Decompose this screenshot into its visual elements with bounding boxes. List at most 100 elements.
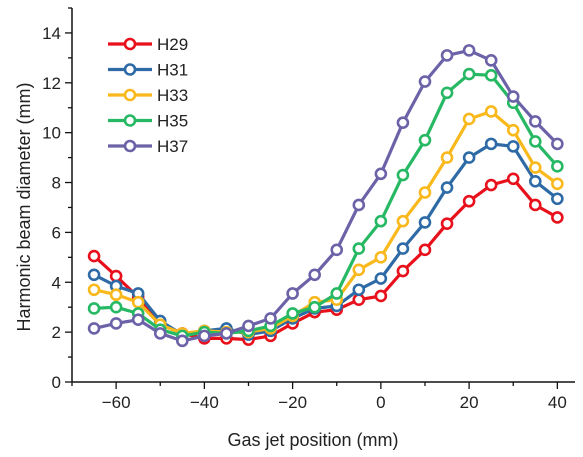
data-point-h37 xyxy=(418,75,432,88)
data-point-h29 xyxy=(528,198,542,212)
data-point-h29 xyxy=(551,211,564,224)
legend-label-h31: H31 xyxy=(157,61,188,80)
data-point-h37 xyxy=(87,322,101,335)
y-axis-title: Harmonic beam diameter (mm) xyxy=(14,82,34,331)
data-point-h35 xyxy=(418,133,432,147)
y-tick-label: 8 xyxy=(52,174,61,193)
x-tick-label: −40 xyxy=(190,393,219,412)
data-point-h37 xyxy=(506,90,520,103)
data-point-h37 xyxy=(374,167,388,181)
data-point-h31 xyxy=(87,268,101,282)
legend-label-h33: H33 xyxy=(157,86,188,105)
axes: −60 −40 −20 0 20 40 0 2 4 6 8 10 12 14 xyxy=(42,7,575,412)
data-point-h33 xyxy=(528,161,542,174)
data-point-h31 xyxy=(440,181,454,194)
data-point-h37 xyxy=(440,49,454,62)
data-point-h37 xyxy=(198,329,211,343)
data-point-h29 xyxy=(462,194,476,208)
data-point-h37 xyxy=(352,198,366,212)
data-point-h31 xyxy=(506,140,520,153)
data-point-h33 xyxy=(551,177,564,191)
series-line-h29 xyxy=(93,177,559,342)
data-point-h37 xyxy=(330,243,344,257)
x-axis-title: Gas jet position (mm) xyxy=(227,430,398,450)
data-point-h29 xyxy=(506,172,520,186)
series-line-h35 xyxy=(94,72,559,338)
legend-item-h29: H29 xyxy=(108,35,188,54)
data-point-h37 xyxy=(220,327,233,340)
data-point-h35 xyxy=(551,160,564,173)
data-point-h35 xyxy=(440,86,454,100)
legend-item-h31: H31 xyxy=(108,61,188,80)
data-point-h29 xyxy=(418,243,432,257)
data-point-h33 xyxy=(352,263,366,277)
data-point-h31 xyxy=(484,137,498,151)
y-tick-label: 4 xyxy=(52,273,61,292)
data-point-h29 xyxy=(109,269,123,283)
data-point-h37 xyxy=(551,137,564,151)
legend-swatch-marker xyxy=(123,37,137,51)
data-point-h37 xyxy=(286,287,299,300)
x-tick-label: 40 xyxy=(548,393,567,412)
y-tick-label: 0 xyxy=(52,373,61,392)
data-point-h31 xyxy=(374,272,388,285)
series-layer xyxy=(87,44,564,348)
y-tick-label: 14 xyxy=(42,24,61,43)
legend-label-h29: H29 xyxy=(157,35,188,54)
data-point-h35 xyxy=(286,307,299,320)
legend-swatch-marker xyxy=(123,63,137,76)
data-point-h29 xyxy=(374,289,388,303)
data-point-h37 xyxy=(131,313,145,326)
x-tick-label: 0 xyxy=(376,393,385,412)
y-tick-label: 12 xyxy=(42,74,61,93)
data-point-h33 xyxy=(87,283,101,297)
y-tick-label: 2 xyxy=(52,323,61,342)
data-point-h29 xyxy=(396,264,410,278)
data-point-h35 xyxy=(87,302,101,315)
data-point-h35 xyxy=(396,168,410,182)
data-point-h35 xyxy=(109,300,123,314)
data-point-h31 xyxy=(551,192,564,206)
data-point-h33 xyxy=(462,112,476,126)
data-point-h37 xyxy=(528,115,542,128)
x-tick-label: −60 xyxy=(102,393,131,412)
data-point-h33 xyxy=(440,151,454,164)
legend: H29 H31 H33 H35 H37 xyxy=(108,35,188,156)
legend-label-h37: H37 xyxy=(157,137,188,156)
data-point-h37 xyxy=(153,327,167,340)
data-point-h35 xyxy=(308,300,321,314)
data-point-h37 xyxy=(484,54,498,67)
data-point-h31 xyxy=(462,151,476,164)
data-point-h35 xyxy=(484,69,498,82)
data-point-h33 xyxy=(484,105,498,118)
data-point-h35 xyxy=(528,135,542,148)
data-point-h37 xyxy=(264,312,277,325)
data-point-h33 xyxy=(131,295,145,309)
data-point-h35 xyxy=(330,287,344,300)
data-point-h37 xyxy=(462,44,476,57)
data-point-h37 xyxy=(109,317,123,330)
series-h37 xyxy=(87,44,564,348)
data-point-h33 xyxy=(396,214,410,228)
legend-item-h33: H33 xyxy=(108,86,188,105)
legend-item-h35: H35 xyxy=(108,112,188,131)
y-tick-label: 6 xyxy=(52,223,61,242)
data-point-h35 xyxy=(374,214,388,228)
data-point-h33 xyxy=(109,288,123,302)
data-point-h29 xyxy=(484,178,498,192)
data-point-h31 xyxy=(396,242,410,255)
data-point-h29 xyxy=(352,293,366,307)
data-point-h29 xyxy=(87,249,101,263)
data-point-h37 xyxy=(176,334,189,348)
data-point-h31 xyxy=(352,283,366,297)
data-point-h33 xyxy=(374,251,388,264)
data-point-h35 xyxy=(462,67,476,81)
legend-item-h37: H37 xyxy=(108,137,188,156)
legend-swatch-marker xyxy=(123,88,137,102)
data-point-h37 xyxy=(308,268,321,282)
y-tick-label: 10 xyxy=(42,124,61,143)
series-line-h37 xyxy=(93,48,559,343)
x-tick-label: −20 xyxy=(278,393,307,412)
